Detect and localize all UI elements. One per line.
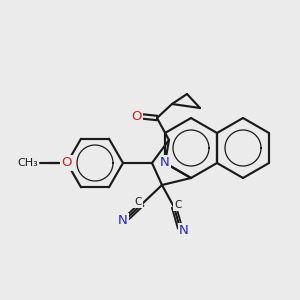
Text: O: O [131,110,141,122]
Text: CH₃: CH₃ [18,158,38,168]
Text: C: C [134,197,142,207]
Text: C: C [174,200,182,210]
Text: N: N [179,224,189,238]
Text: N: N [160,157,170,169]
Text: O: O [61,157,72,169]
Text: N: N [118,214,128,227]
